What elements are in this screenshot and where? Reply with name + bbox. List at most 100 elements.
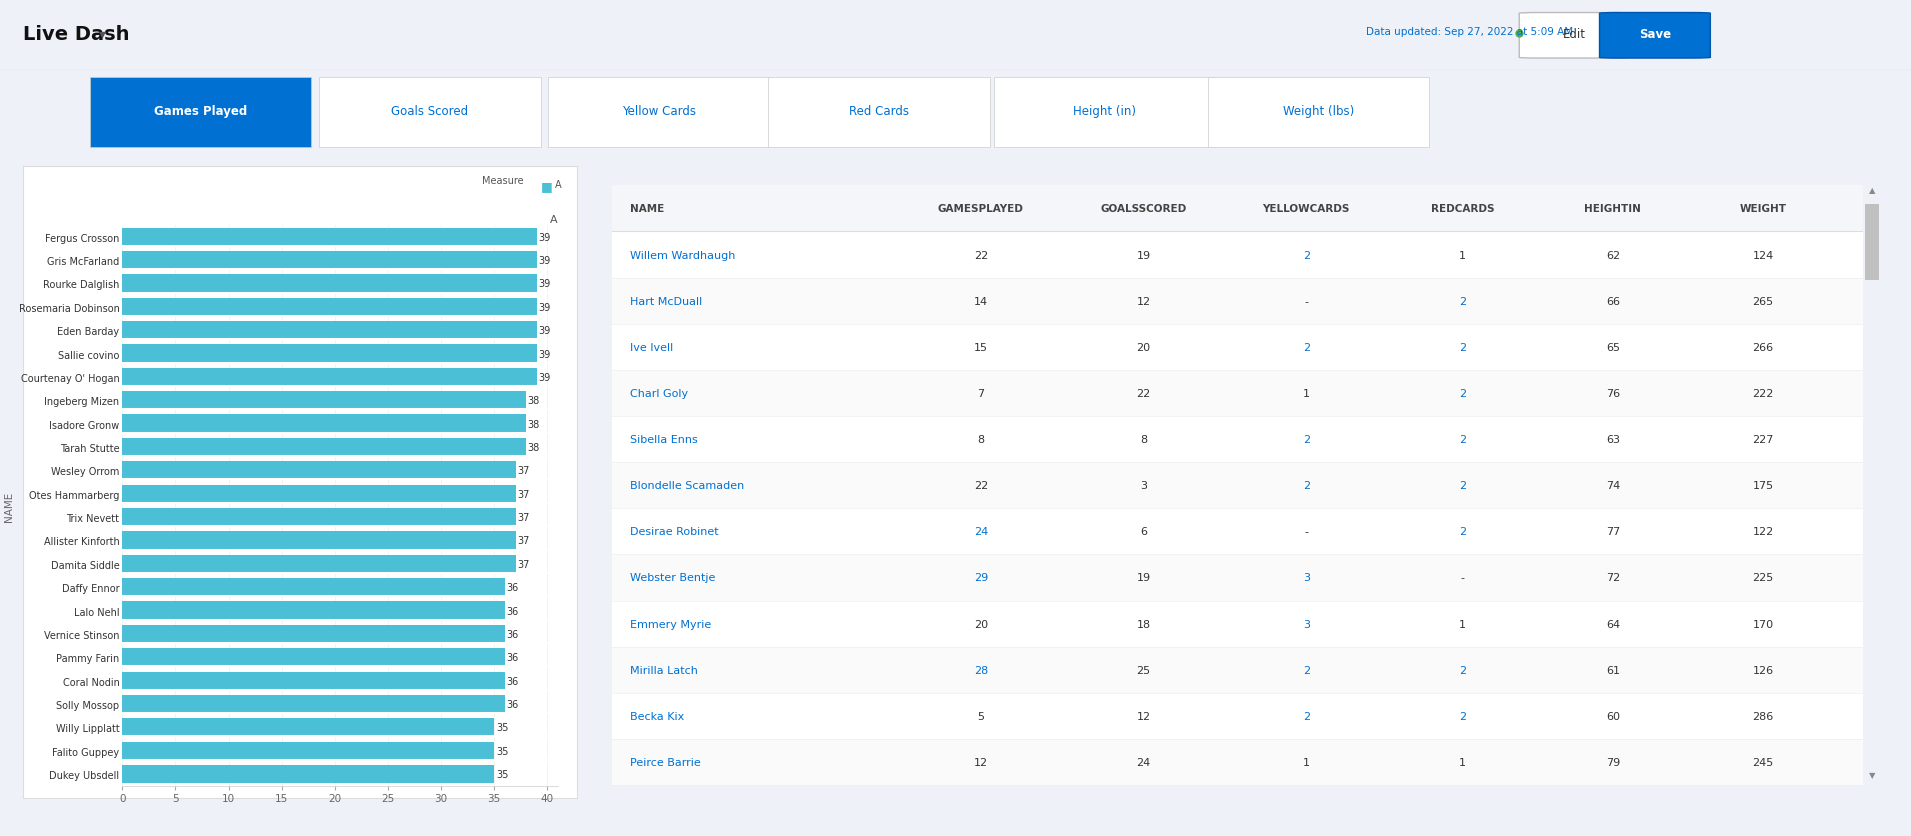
Text: 76: 76 (1605, 389, 1621, 399)
Text: 1: 1 (1303, 389, 1309, 399)
Text: Sibella Enns: Sibella Enns (631, 435, 698, 445)
Text: 266: 266 (1752, 343, 1773, 353)
Text: Yellow Cards: Yellow Cards (623, 104, 696, 118)
Text: ▲: ▲ (1869, 186, 1875, 195)
Bar (122, 485, 516, 503)
Text: 39: 39 (539, 232, 550, 242)
FancyBboxPatch shape (612, 693, 1863, 739)
Bar (122, 555, 516, 573)
Text: Data updated: Sep 27, 2022 at 5:09 AM: Data updated: Sep 27, 2022 at 5:09 AM (1366, 27, 1573, 37)
FancyBboxPatch shape (1865, 205, 1879, 281)
Bar (122, 252, 537, 270)
Text: Edit: Edit (1563, 28, 1586, 41)
Text: 36: 36 (506, 675, 518, 686)
Text: HEIGHTIN: HEIGHTIN (1584, 204, 1642, 214)
Text: 7: 7 (977, 389, 984, 399)
Text: 5: 5 (977, 711, 984, 721)
FancyBboxPatch shape (1519, 13, 1630, 59)
Text: 39: 39 (539, 326, 550, 336)
Text: 36: 36 (506, 652, 518, 662)
Text: 12: 12 (975, 757, 988, 767)
Text: Willem Wardhaugh: Willem Wardhaugh (631, 250, 736, 260)
Text: 2: 2 (1303, 250, 1309, 260)
Text: 2: 2 (1460, 481, 1466, 491)
Bar (122, 369, 537, 386)
Text: Red Cards: Red Cards (848, 104, 910, 118)
Text: 22: 22 (973, 481, 988, 491)
FancyBboxPatch shape (612, 508, 1863, 555)
Text: 8: 8 (977, 435, 984, 445)
Text: 12: 12 (1137, 296, 1150, 306)
Text: Webster Bentje: Webster Bentje (631, 573, 717, 583)
Text: GOALSSCORED: GOALSSCORED (1101, 204, 1187, 214)
Text: NAME: NAME (631, 204, 665, 214)
FancyBboxPatch shape (612, 370, 1863, 416)
Text: 63: 63 (1605, 435, 1621, 445)
Text: 245: 245 (1752, 757, 1773, 767)
Text: ▾: ▾ (99, 27, 107, 41)
Text: GAMESPLAYED: GAMESPLAYED (938, 204, 1024, 214)
Bar (122, 532, 516, 550)
Text: 20: 20 (975, 619, 988, 629)
Text: 79: 79 (1605, 757, 1621, 767)
FancyBboxPatch shape (612, 601, 1863, 647)
Text: 39: 39 (539, 279, 550, 289)
Text: 28: 28 (973, 665, 988, 675)
Text: 222: 222 (1752, 389, 1773, 399)
Text: 37: 37 (518, 466, 529, 476)
Text: Becka Kix: Becka Kix (631, 711, 684, 721)
FancyBboxPatch shape (612, 739, 1863, 785)
Text: 64: 64 (1605, 619, 1621, 629)
Text: 37: 37 (518, 536, 529, 546)
Text: Live Dash: Live Dash (23, 24, 130, 43)
Bar (122, 438, 526, 456)
Text: 60: 60 (1605, 711, 1621, 721)
Text: 61: 61 (1605, 665, 1621, 675)
Text: 36: 36 (506, 699, 518, 709)
Text: 38: 38 (527, 395, 541, 405)
Text: 37: 37 (518, 489, 529, 499)
Text: REDCARDS: REDCARDS (1431, 204, 1494, 214)
Bar (122, 579, 505, 597)
FancyBboxPatch shape (612, 647, 1863, 693)
Text: -: - (1303, 296, 1309, 306)
Bar (122, 649, 505, 666)
Text: 77: 77 (1605, 527, 1621, 537)
Text: 1: 1 (1303, 757, 1309, 767)
Text: ■: ■ (541, 180, 552, 193)
FancyBboxPatch shape (612, 555, 1863, 601)
Text: 36: 36 (506, 630, 518, 640)
Text: 74: 74 (1605, 481, 1621, 491)
Text: Height (in): Height (in) (1074, 104, 1135, 118)
Bar (122, 275, 537, 293)
Text: 3: 3 (1303, 573, 1309, 583)
Text: 12: 12 (1137, 711, 1150, 721)
Text: 124: 124 (1752, 250, 1773, 260)
Text: 2: 2 (1460, 389, 1466, 399)
Bar (122, 718, 495, 737)
Text: Save: Save (1640, 28, 1670, 41)
Text: 24: 24 (973, 527, 988, 537)
FancyBboxPatch shape (1600, 13, 1710, 59)
Bar (122, 508, 516, 527)
FancyBboxPatch shape (612, 324, 1863, 370)
Text: Charl Goly: Charl Goly (631, 389, 688, 399)
Text: 1: 1 (1460, 757, 1466, 767)
Text: 2: 2 (1460, 296, 1466, 306)
Text: Hart McDuall: Hart McDuall (631, 296, 703, 306)
Text: 25: 25 (1137, 665, 1150, 675)
Bar (122, 742, 495, 760)
FancyBboxPatch shape (548, 78, 770, 148)
Text: 3: 3 (1141, 481, 1147, 491)
FancyBboxPatch shape (994, 78, 1215, 148)
Text: Desirae Robinet: Desirae Robinet (631, 527, 719, 537)
FancyBboxPatch shape (1208, 78, 1429, 148)
Text: 8: 8 (1141, 435, 1147, 445)
Text: 122: 122 (1752, 527, 1773, 537)
FancyBboxPatch shape (319, 78, 541, 148)
Text: 39: 39 (539, 303, 550, 313)
Text: Ive Ivell: Ive Ivell (631, 343, 673, 353)
Text: Peirce Barrie: Peirce Barrie (631, 757, 701, 767)
Text: WEIGHT: WEIGHT (1739, 204, 1787, 214)
Text: Emmery Myrie: Emmery Myrie (631, 619, 711, 629)
